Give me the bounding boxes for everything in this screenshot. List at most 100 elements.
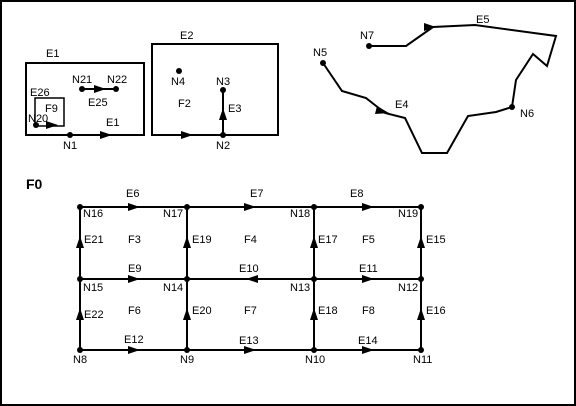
face-f6-label: F6 — [128, 305, 141, 317]
box-e1-label: E1 — [46, 48, 59, 60]
edge-e15-arrow — [417, 236, 425, 248]
edge-e26-label: E26 — [30, 87, 50, 99]
node-n14 — [184, 276, 190, 282]
edge-e17-label: E17 — [318, 234, 338, 246]
node-n18-label: N18 — [290, 208, 310, 220]
edge-e14-arrow — [362, 346, 374, 354]
edge-e26-arrow — [46, 121, 58, 129]
edge-e18-label: E18 — [318, 305, 338, 317]
node-n18 — [311, 204, 317, 210]
edge-e22-arrow — [76, 308, 84, 320]
node-n17-label: N17 — [163, 208, 183, 220]
face-f0-label: F0 — [26, 176, 43, 192]
node-n6-label: N6 — [520, 108, 534, 120]
edge-e14-label: E14 — [358, 335, 378, 347]
edge-e12-label: E12 — [124, 334, 144, 346]
edge-e10-label: E10 — [239, 263, 259, 275]
edge-e22-label: E22 — [84, 309, 104, 321]
face-f4-label: F4 — [244, 234, 257, 246]
edge-e11-arrow — [362, 275, 374, 283]
face-f2-label: F2 — [178, 98, 191, 110]
edge-e6-arrow — [128, 203, 140, 211]
node-n12 — [418, 276, 424, 282]
node-n13 — [311, 276, 317, 282]
node-n15 — [77, 276, 83, 282]
edge-e11-label: E11 — [359, 263, 378, 275]
edge-e3-label: E3 — [228, 103, 241, 115]
edge-e20-arrow — [183, 308, 191, 320]
edge-e5-arrow — [424, 23, 436, 31]
edge-e10-arrow — [246, 275, 258, 283]
node-n12-label: N12 — [398, 282, 418, 294]
edge-e4-arrow — [375, 106, 389, 114]
edge-e19-arrow — [183, 236, 191, 248]
node-n17 — [184, 204, 190, 210]
edge-e18-arrow — [310, 308, 318, 320]
node-n13-label: N13 — [290, 282, 310, 294]
node-n4-label: N4 — [171, 76, 185, 88]
edge-e12-arrow — [128, 346, 140, 354]
face-f9-label: F9 — [45, 103, 58, 115]
node-n8-label: N8 — [73, 354, 87, 366]
edge-e8-label: E8 — [350, 188, 363, 200]
node-n1 — [67, 132, 73, 138]
edge-e25-arrow — [94, 85, 106, 93]
edge-e16-arrow — [417, 308, 425, 320]
node-n22 — [113, 86, 119, 92]
node-n21-label: N21 — [72, 74, 92, 86]
face-f5-label: F5 — [362, 234, 375, 246]
node-n1-label: N1 — [63, 140, 77, 152]
edge-e1-arrow — [100, 131, 112, 139]
box-e2 — [151, 43, 279, 136]
node-n19 — [418, 204, 424, 210]
node-n16-label: N16 — [83, 208, 103, 220]
node-n16 — [77, 204, 83, 210]
box-e1 — [25, 62, 145, 136]
node-n21 — [79, 86, 85, 92]
node-n9 — [184, 347, 190, 353]
edge-e5-label: E5 — [476, 14, 489, 26]
node-n11 — [418, 347, 424, 353]
face-f3-label: F3 — [128, 234, 141, 246]
box-e2-bottom-arrow — [181, 131, 193, 139]
edge-e5 — [369, 23, 558, 108]
edge-e9-label: E9 — [128, 263, 141, 275]
edge-e21-label: E21 — [84, 234, 104, 246]
node-n11-label: N11 — [413, 354, 432, 366]
edge-e6-label: E6 — [126, 188, 139, 200]
node-n2 — [220, 132, 226, 138]
node-n4 — [176, 68, 182, 74]
node-n14-label: N14 — [163, 282, 183, 294]
edge-e7-arrow — [244, 203, 256, 211]
node-n7-label: N7 — [360, 30, 374, 42]
edge-e3-arrow — [219, 108, 227, 120]
edge-e9-arrow — [128, 275, 140, 283]
edge-e7-label: E7 — [250, 188, 263, 200]
edge-e25-label: E25 — [88, 97, 108, 109]
edge-e21-arrow — [76, 236, 84, 248]
edge-e15-label: E15 — [426, 234, 446, 246]
box-e2-label: E2 — [180, 30, 193, 42]
node-n7 — [366, 43, 372, 49]
edge-e4-label: E4 — [395, 99, 408, 111]
edge-e20-label: E20 — [192, 305, 212, 317]
face-f7-label: F7 — [244, 305, 257, 317]
node-n22-label: N22 — [107, 74, 127, 86]
node-n5 — [320, 60, 326, 66]
node-n5-label: N5 — [313, 47, 327, 59]
node-n3-label: N3 — [216, 76, 230, 88]
edge-e19-label: E19 — [192, 234, 212, 246]
face-f8-label: F8 — [362, 305, 375, 317]
node-n3 — [220, 87, 226, 93]
edge-e8-arrow — [362, 203, 374, 211]
node-n15-label: N15 — [83, 282, 103, 294]
node-n8 — [77, 347, 83, 353]
edge-e13-label: E13 — [239, 335, 259, 347]
node-n19-label: N19 — [398, 208, 418, 220]
node-n2-label: N2 — [216, 140, 230, 152]
edge-e4 — [322, 62, 513, 154]
node-n10 — [311, 347, 317, 353]
